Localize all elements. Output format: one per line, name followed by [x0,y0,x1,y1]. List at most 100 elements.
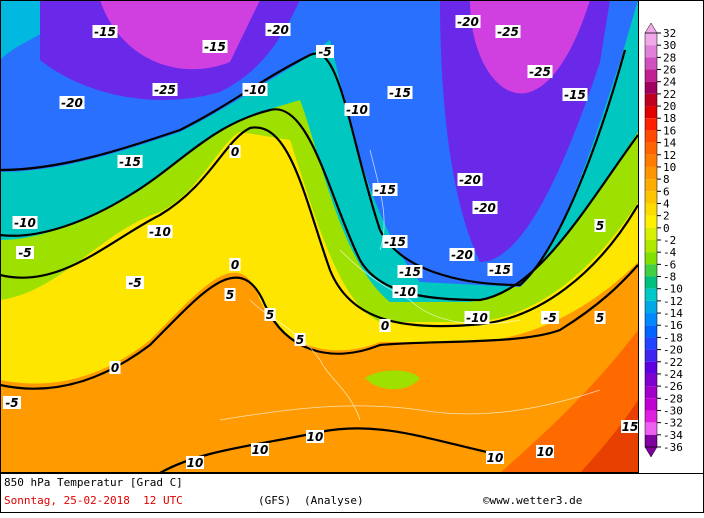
footer-credit: ©www.wetter3.de [483,494,582,507]
colorbar-tick-label: -6 [663,258,676,271]
colorbar-tick-label: -12 [663,295,683,308]
contour-label-box [16,246,34,259]
contour-label: 10 [487,451,504,465]
contour-label-box [387,86,413,99]
contour-label-box [541,311,559,324]
contour-label: -25 [154,83,176,97]
colorbar-band [645,69,657,82]
contour-label-box [264,308,276,321]
contour-label-box [202,40,228,53]
colorbar-tick-label: -34 [663,429,683,442]
colorbar-band [645,386,657,399]
colorbar-band [645,142,657,155]
colorbar-band [645,203,657,216]
contour-label-box [621,420,639,433]
colorbar-band [645,373,657,387]
contour-label-box [3,396,21,409]
colorbar-tick-label: -26 [663,380,683,393]
contour-label: -20 [451,248,473,262]
contour-label-box [472,201,498,214]
contour-label-box [109,361,121,374]
contour-label-box [126,276,144,289]
contour-label-box [251,443,269,456]
colorbar-tick-label: -4 [663,246,677,259]
contour-label: -10 [244,83,266,97]
colorbar-band [645,106,657,119]
hot-field [580,400,638,473]
contour-label-box [229,258,241,271]
colorbar-band [645,81,657,94]
contour-label: -25 [497,25,519,39]
extreme-cold-field [470,0,590,94]
contour-label-box [594,219,606,232]
contour-label-box [527,65,553,78]
contour-label-box [344,103,370,116]
contour-label: -10 [346,103,368,117]
contour-label: -15 [119,155,141,169]
colorbar-band [645,33,657,46]
colorbar-band [645,130,657,143]
contour-label: 0 [381,319,389,333]
colorbar-tick-label: 14 [663,137,677,150]
isotherms [0,49,639,474]
colorbar-tick-label: 2 [663,210,670,223]
colorbar-band [645,300,657,314]
contour-label-box [486,451,504,464]
contour-label-box [397,265,423,278]
colorbar-band [645,398,657,411]
contour-label: -20 [457,15,479,29]
contour-label: 0 [111,361,119,375]
contour-label-box [594,311,606,324]
colorbar-band [645,154,657,167]
colorbar-tick-label: -18 [663,331,683,344]
colorbar-tick-label: 0 [663,222,670,235]
contour-label: -15 [389,86,411,100]
colorbar-tick-label: -32 [663,417,683,430]
hot-field [500,330,638,473]
colorbar-tick-label: -24 [663,368,683,381]
colorbar-tick-label: 16 [663,124,676,137]
contour-label-box [495,25,521,38]
contour-label-box [12,216,38,229]
contour-label: -20 [459,173,481,187]
contour-label-box [379,319,391,332]
contour-label-box [186,456,204,469]
colorbar-tick-label: 32 [663,27,676,40]
contour-label-box [92,25,118,38]
contour-label: 0 [231,145,239,159]
colorbar-band [645,227,657,240]
colorbar-band [645,264,657,277]
colorbar-tick-label: 20 [663,100,676,113]
colorbar-band [645,215,657,228]
colorbar-tick-label: -8 [663,271,676,284]
colorbar-tick-label: -20 [663,344,683,357]
contour-label-box [562,88,588,101]
contour-label: -20 [61,96,83,110]
colorbar-tick-label: 8 [663,173,670,186]
colorbar-band [645,337,657,350]
footer-run: (Analyse) [304,494,364,507]
contour-label: 5 [596,311,604,325]
contour-label: -15 [564,88,586,102]
contour-label-box [59,96,85,109]
contour-label-box [147,225,173,238]
colorbar-band [645,93,657,107]
contour-label: -25 [529,65,551,79]
contour-label-box [455,15,481,28]
contour-label: -5 [128,276,141,290]
colorbar-tick-label: 6 [663,185,670,198]
contour-label: -10 [466,311,488,325]
frigid-field [440,0,610,262]
contour-label: 5 [266,308,274,322]
contour-label: -10 [149,225,171,239]
contour-label-box [382,235,408,248]
colorbar-tick-label: -16 [663,319,683,332]
colorbar-band [645,191,657,204]
contour-label: 0 [231,258,239,272]
colorbar-tick-label: -22 [663,356,683,369]
contour-label: -5 [5,396,18,410]
contour-label: -15 [384,235,406,249]
contour-label-box [457,173,483,186]
colorbar-band [645,349,657,362]
colorbar-tick-label: 24 [663,76,677,89]
